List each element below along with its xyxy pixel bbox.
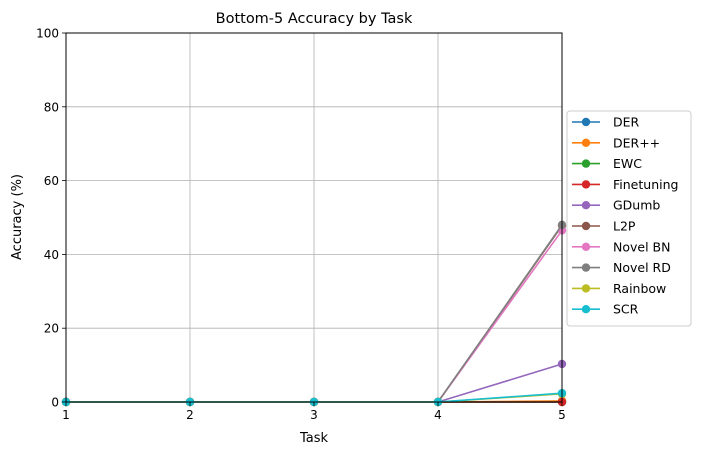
- x-axis-label: Task: [299, 431, 329, 446]
- legend-swatch-marker: [581, 180, 591, 189]
- legend-swatch-marker: [581, 201, 591, 210]
- legend-swatch-marker: [581, 263, 591, 272]
- legend-label: SCR: [613, 302, 639, 317]
- x-tick-label: 1: [62, 408, 70, 422]
- x-tick-label: 4: [434, 408, 442, 422]
- legend-label: EWC: [613, 156, 642, 171]
- chart-title: Bottom-5 Accuracy by Task: [216, 11, 413, 27]
- y-tick-label: 0: [51, 396, 59, 410]
- legend-item-der: DER: [572, 115, 640, 130]
- legend-swatch-marker: [581, 159, 591, 168]
- legend-swatch-marker: [581, 305, 591, 314]
- ticks: 1 2 3 4 5 0 20 40 60 80 100: [36, 27, 566, 423]
- legend-swatch-marker: [581, 242, 591, 251]
- y-tick-label: 20: [44, 322, 59, 336]
- legend-label: L2P: [613, 219, 636, 234]
- y-tick-label: 40: [44, 248, 59, 262]
- legend-item-finetuning: Finetuning: [572, 177, 678, 192]
- legend-label: Novel RD: [613, 260, 671, 275]
- legend-item-scr: SCR: [572, 302, 639, 317]
- x-tick-label: 2: [186, 408, 194, 422]
- legend-item-ewc: EWC: [572, 156, 642, 171]
- y-axis-label: Accuracy (%): [10, 174, 25, 260]
- x-tick-label: 3: [310, 408, 318, 422]
- legend-swatch-marker: [581, 284, 591, 293]
- legend-item-novel-rd: Novel RD: [572, 260, 671, 275]
- legend-swatch-marker: [581, 221, 591, 231]
- legend-item-der: DER++: [572, 135, 660, 150]
- y-tick-label: 80: [44, 100, 59, 114]
- y-tick-label: 100: [36, 27, 59, 41]
- legend-label: DER++: [613, 135, 660, 150]
- legend-label: Novel BN: [613, 239, 670, 254]
- legend-item-rainbow: Rainbow: [572, 281, 666, 296]
- legend-swatch-marker: [581, 117, 591, 127]
- x-tick-label: 5: [558, 408, 566, 422]
- legend-label: Rainbow: [613, 281, 666, 296]
- y-tick-label: 60: [44, 174, 59, 188]
- legend-swatch-marker: [581, 138, 591, 147]
- legend-item-l2p: L2P: [572, 219, 636, 234]
- legend: DER DER++ EWC Finetuning GDumb L2P Novel BN Nov…: [566, 110, 692, 327]
- legend-item-gdumb: GDumb: [572, 198, 660, 213]
- legend-label: DER: [613, 115, 640, 130]
- legend-label: Finetuning: [613, 177, 678, 192]
- legend-label: GDumb: [613, 198, 660, 213]
- legend-item-novel-bn: Novel BN: [572, 239, 670, 254]
- legend-box: [566, 110, 692, 327]
